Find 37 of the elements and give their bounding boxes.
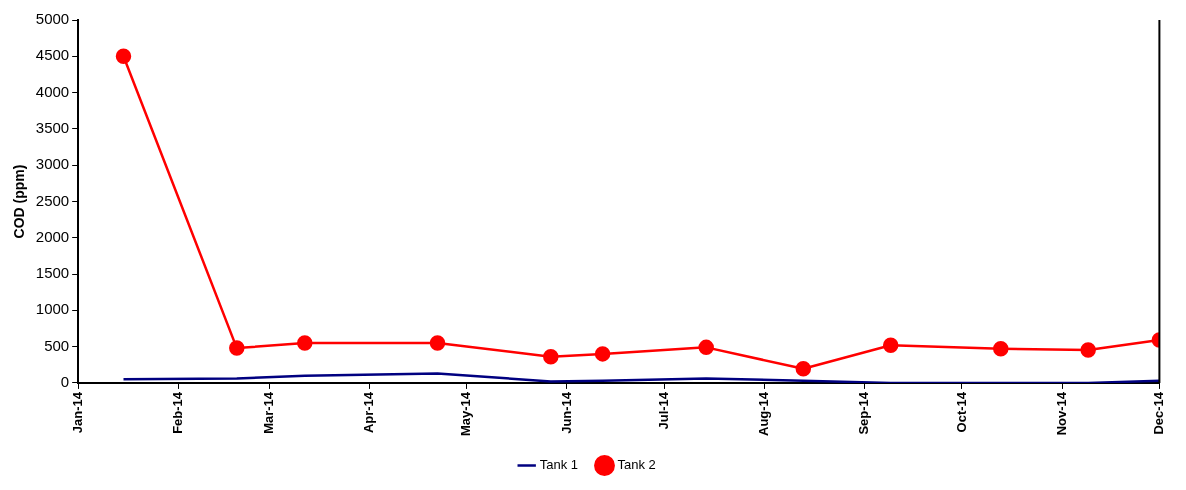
point <box>115 48 132 65</box>
point <box>698 339 714 356</box>
y-axis-title: COD (ppm) <box>11 164 28 239</box>
x-tick-label: Feb-14 <box>170 391 186 434</box>
point <box>882 337 899 353</box>
point <box>1080 342 1096 358</box>
y-tick-label: 1000 <box>35 300 70 318</box>
x-tick-label: Sep-14 <box>856 391 872 435</box>
x-tick-label: Nov-14 <box>1053 391 1069 436</box>
x-tick-label: May-14 <box>458 391 474 436</box>
y-tick-label: 5000 <box>35 10 70 28</box>
x-tick-label: Mar-14 <box>260 391 276 434</box>
y-tick-label: 3500 <box>35 119 70 137</box>
y-tick-label: 4500 <box>35 46 70 64</box>
x-tick-label: Dec-14 <box>1150 391 1166 435</box>
point <box>229 340 245 356</box>
y-tick-label: 4000 <box>35 82 70 100</box>
point <box>429 335 446 351</box>
y-tick-label: 0 <box>60 373 70 391</box>
y-tick-label: 3000 <box>35 155 70 173</box>
point <box>795 361 812 377</box>
x-tick-label: Oct-14 <box>953 391 969 433</box>
point <box>594 346 611 362</box>
point <box>993 341 1009 357</box>
x-tick-label: Jan-14 <box>69 391 85 434</box>
x-tick-label: Jul-14 <box>655 391 671 430</box>
x-tick-label: Aug-14 <box>756 391 772 436</box>
y-tick-label: 2500 <box>35 191 70 209</box>
y-tick-label: 2000 <box>35 227 70 245</box>
legend-label: Tank 2 <box>617 457 656 473</box>
point <box>297 335 313 351</box>
point <box>543 349 559 365</box>
legend-label: Tank 1 <box>539 457 579 473</box>
x-tick-label: Apr-14 <box>361 391 377 434</box>
y-tick-label: 1500 <box>35 264 70 282</box>
y-tick-label: 500 <box>44 336 70 354</box>
x-tick-label: Jun-14 <box>558 391 574 434</box>
